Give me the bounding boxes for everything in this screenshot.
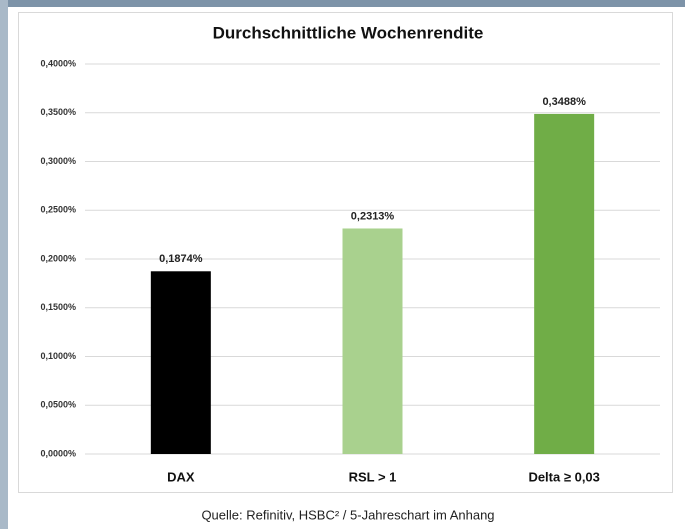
y-tick-label: 0,0000% <box>40 448 76 458</box>
x-tick-label: DAX <box>167 469 195 484</box>
caption: Quelle: Refinitiv, HSBC² / 5-Jahreschart… <box>201 507 494 522</box>
y-tick-label: 0,3500% <box>40 107 76 117</box>
y-tick-label: 0,1500% <box>40 302 76 312</box>
bar <box>342 228 403 454</box>
value-label: 0,1874% <box>159 253 203 265</box>
y-tick-label: 0,0500% <box>40 400 76 410</box>
y-tick-label: 0,4000% <box>40 58 76 68</box>
y-tick-label: 0,2000% <box>40 253 76 263</box>
value-label: 0,3488% <box>542 96 586 108</box>
top-strip <box>0 0 685 7</box>
x-tick-label: Delta ≥ 0,03 <box>528 469 599 484</box>
left-border <box>0 0 8 529</box>
y-tick-label: 0,2500% <box>40 205 76 215</box>
y-tick-label: 0,1000% <box>40 351 76 361</box>
x-tick-label: RSL > 1 <box>349 469 397 484</box>
chart-title: Durchschnittliche Wochenrendite <box>213 23 484 42</box>
bar <box>150 271 211 454</box>
value-label: 0,2313% <box>351 210 395 222</box>
bar <box>534 113 595 455</box>
y-tick-label: 0,3000% <box>40 156 76 166</box>
